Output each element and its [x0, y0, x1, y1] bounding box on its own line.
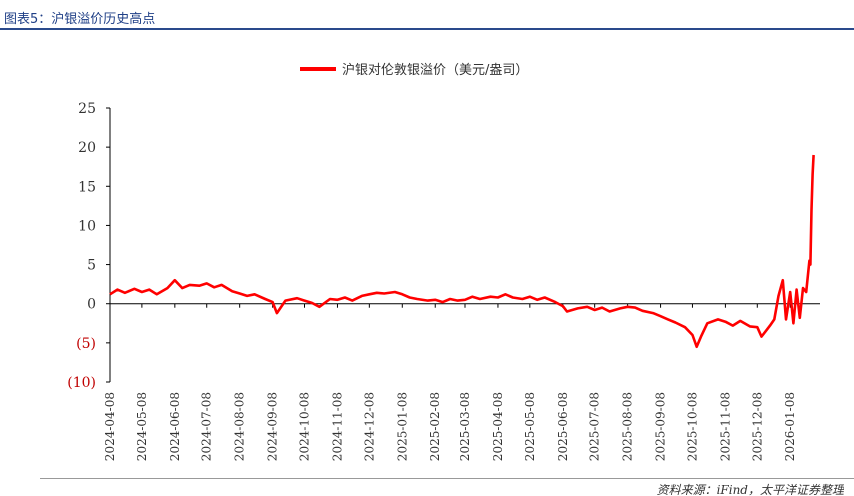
- y-tick-label: 20: [78, 140, 96, 156]
- x-tick-label: 2024-08-08: [233, 392, 247, 461]
- x-tick-label: 2024-11-08: [330, 392, 344, 461]
- x-tick-label: 2024-12-08: [362, 392, 376, 461]
- source-note: 资料来源：iFind，太平洋证券整理: [656, 483, 844, 496]
- x-tick-label: 2025-10-08: [685, 392, 699, 461]
- x-tick-labels: 2024-04-08 2024-05-08 2024-06-08 2024-07-08…: [103, 392, 797, 461]
- x-tick-label: 2024-04-08: [103, 392, 117, 461]
- x-tick-label: 2026-01-08: [783, 392, 797, 461]
- y-tick-labels: 25 20 15 10 5 0 (5) (10): [67, 101, 96, 391]
- series-line: [109, 154, 815, 349]
- y-tick-label: 15: [78, 179, 96, 195]
- y-tick-label: 10: [78, 218, 96, 234]
- x-tick-label: 2024-07-08: [200, 392, 214, 461]
- axes: [106, 107, 820, 383]
- x-tick-label: 2025-03-08: [458, 392, 472, 461]
- x-tick-label: 2024-06-08: [168, 392, 182, 461]
- y-tick-label: (5): [76, 336, 96, 352]
- x-tick-label: 2025-07-08: [588, 392, 602, 461]
- x-tick-label: 2025-05-08: [523, 392, 537, 461]
- x-tick-label: 2025-06-08: [556, 392, 570, 461]
- x-tick-label: 2025-08-08: [621, 392, 635, 461]
- x-tick-label: 2025-09-08: [654, 392, 668, 461]
- figure-title-bar: 图表5：沪银溢价历史高点: [0, 0, 854, 30]
- x-tick-label: 2025-11-08: [718, 392, 732, 461]
- x-tick-label: 2024-09-08: [266, 392, 280, 461]
- x-tick-label: 2024-05-08: [135, 392, 149, 461]
- y-tick-label: 0: [87, 297, 96, 313]
- x-tick-label: 2024-10-08: [298, 392, 312, 461]
- legend: 沪银对伦敦银溢价（美元/盎司）: [300, 62, 528, 78]
- x-tick-label: 2025-04-08: [491, 392, 505, 461]
- x-tick-label: 2025-02-08: [428, 392, 442, 461]
- x-tick-label: 2025-01-08: [395, 392, 409, 461]
- y-tick-label: 25: [78, 101, 96, 117]
- y-tick-label: 5: [87, 258, 96, 274]
- x-tick-label: 2025-12-08: [750, 392, 764, 461]
- y-tick-label: (10): [67, 375, 96, 391]
- legend-label: 沪银对伦敦银溢价（美元/盎司）: [342, 62, 528, 78]
- footer-divider: [40, 478, 854, 479]
- figure-title: 图表5：沪银溢价历史高点: [4, 12, 156, 27]
